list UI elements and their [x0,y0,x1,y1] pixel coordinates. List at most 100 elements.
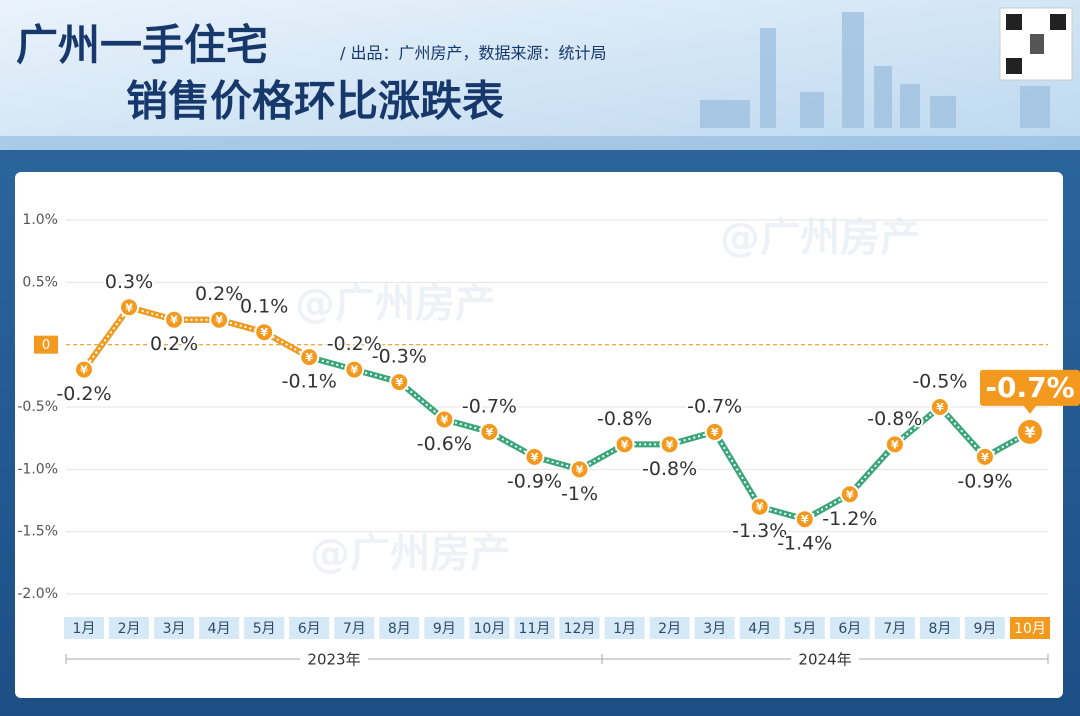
data-point [974,446,995,467]
x-tick-label: 3月 [163,621,186,637]
data-point [209,309,230,330]
y-tick-label: 1.0% [22,212,58,228]
data-point [749,496,770,517]
x-tick-label: 4月 [748,621,771,637]
point-symbol: ¥ [396,376,404,389]
category-box [244,617,285,639]
data-point [74,359,94,380]
y-tick-label: -1.0% [17,461,58,477]
value-label: 0.2% [195,283,243,305]
category-box [64,617,104,639]
value-label: -0.7% [985,371,1074,404]
highlight-label-box [980,369,1080,406]
data-point [299,347,320,368]
value-label: -0.2% [56,383,111,405]
category-box [559,617,600,639]
y-tick-label: -0.5% [17,399,58,415]
point-symbol: ¥ [80,364,88,377]
x-tick-label: 4月 [208,621,231,637]
data-point [569,459,590,480]
value-label: -0.7% [462,395,517,417]
x-tick-label: 5月 [793,621,816,637]
data-point [164,309,185,330]
x-tick-label: 8月 [388,621,411,637]
qr-code [999,7,1073,81]
x-tick-label: 9月 [973,621,996,637]
point-symbol: ¥ [801,513,809,526]
y-tick-label: 0.5% [22,274,58,290]
zero-label-box [34,335,58,354]
data-point [659,434,680,455]
subtitle: 销售价格环比涨跌表 [126,77,504,126]
group-label: 2023年 [307,651,360,669]
group-label-bg [791,649,860,669]
point-symbol: ¥ [170,314,178,327]
point-symbol: ¥ [350,364,358,377]
category-box [379,617,420,639]
category-box [964,617,1005,639]
water [0,136,1080,150]
x-tick-label: 10月 [474,621,506,637]
value-label: 0.3% [105,271,153,293]
value-label: -0.8% [642,458,697,480]
data-point [119,297,140,318]
point-symbol: ¥ [936,401,944,414]
point-symbol: ¥ [846,488,854,501]
highlight-label-pointer [1023,404,1037,414]
category-box [919,617,960,639]
value-label: -1.2% [822,508,877,530]
data-point [929,397,950,417]
value-label: -0.2% [327,333,382,355]
category-box [1010,617,1050,639]
value-label: -0.6% [417,433,472,455]
point-symbol: ¥ [891,438,899,451]
category-box [784,617,825,639]
data-point [524,446,545,467]
point-symbol: ¥ [756,501,764,514]
data-point [344,359,365,380]
category-box [604,617,645,639]
x-tick-label: 9月 [433,621,456,637]
x-tick-label: 8月 [928,621,951,637]
category-box [154,617,195,639]
value-label: 0.2% [150,333,198,355]
point-symbol: ¥ [441,413,449,426]
data-point [389,372,410,393]
x-tick-label: 1月 [73,621,96,637]
x-tick-label: 1月 [613,621,636,637]
value-label: -0.5% [912,371,967,393]
skyline [700,12,1050,128]
point-symbol: ¥ [621,438,629,451]
value-label: -0.1% [282,371,337,393]
data-point [704,421,725,442]
data-point [884,434,905,455]
title: 广州一手住宅 [16,21,268,70]
line-dots [83,306,1031,521]
group-label-bg [300,649,369,669]
x-tick-label: 7月 [343,621,366,637]
category-box [514,617,555,639]
data-point [794,509,815,530]
x-tick-label: 6月 [298,621,321,637]
value-label: -1% [561,483,598,505]
point-symbol: ¥ [215,314,223,327]
value-label: -0.9% [957,470,1012,492]
y-tick-label: -2.0% [17,586,58,602]
point-symbol: ¥ [1025,423,1036,441]
data-point [479,421,500,442]
x-tick-label: 3月 [703,621,726,637]
group-label: 2024年 [798,651,851,669]
category-box [334,617,375,639]
data-point [839,484,860,505]
category-box [739,617,780,639]
x-tick-label: 10月 [1014,621,1046,637]
data-point [614,434,635,455]
point-symbol: ¥ [576,463,584,476]
point-symbol: ¥ [666,438,674,451]
value-label: -1.3% [732,520,787,542]
chart-card [15,172,1063,698]
category-box [694,617,735,639]
category-box [289,617,330,639]
category-box [469,617,510,639]
point-symbol: ¥ [305,351,313,364]
